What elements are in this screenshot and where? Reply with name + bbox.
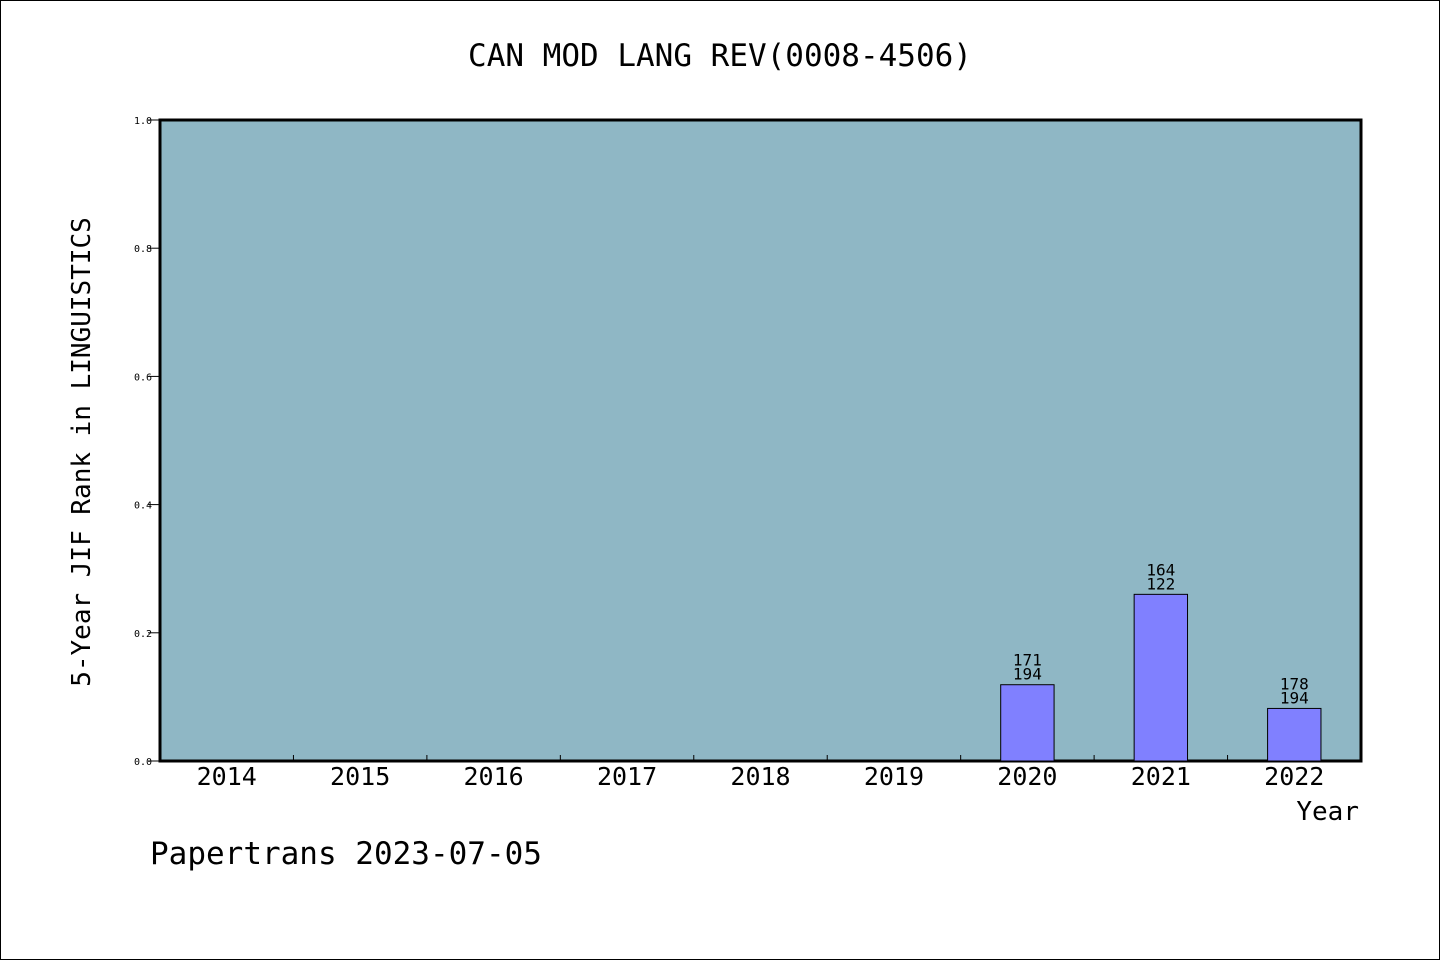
bar-label-rank: 164 bbox=[1146, 560, 1175, 579]
y-tick-label: 0.0 bbox=[134, 757, 152, 768]
bar-2022 bbox=[1267, 707, 1322, 762]
bar-label-total: 194 bbox=[1013, 665, 1042, 684]
bar-2020 bbox=[1000, 684, 1055, 762]
y-tick-label: 0.8 bbox=[134, 244, 152, 255]
y-tick-label: 0.4 bbox=[134, 501, 152, 512]
chart-title: CAN MOD LANG REV(0008-4506) bbox=[468, 38, 972, 74]
y-axis-label: 5-Year JIF Rank in LINGUISTICS bbox=[67, 217, 97, 687]
bar-2021 bbox=[1133, 593, 1189, 762]
x-tick-label: 2017 bbox=[597, 762, 657, 791]
x-tick-label: 2014 bbox=[197, 762, 257, 791]
bar-label-rank: 178 bbox=[1280, 674, 1309, 693]
bar-label-total: 194 bbox=[1280, 688, 1309, 707]
y-tick-label: 1.0 bbox=[134, 116, 152, 127]
x-axis-label: Year bbox=[1296, 797, 1359, 827]
x-axis: 2014 2015 2016 2017 2018 2019 2020 2021 2022 bbox=[197, 755, 1324, 791]
y-tick-label: 0.2 bbox=[134, 629, 152, 640]
bar-label-total: 122 bbox=[1146, 574, 1175, 593]
x-tick-label: 2016 bbox=[464, 762, 524, 791]
x-tick-label: 2018 bbox=[730, 762, 790, 791]
x-tick-label: 2021 bbox=[1131, 762, 1191, 791]
footer-credit: Papertrans 2023-07-05 bbox=[150, 836, 542, 872]
y-tick-label: 0.6 bbox=[134, 372, 152, 383]
y-axis: 0.0 0.2 0.4 0.6 0.8 1.0 bbox=[134, 116, 160, 768]
x-tick-label: 2015 bbox=[330, 762, 390, 791]
x-tick-label: 2019 bbox=[864, 762, 924, 791]
bar-label-rank: 171 bbox=[1013, 651, 1042, 670]
x-tick-label: 2020 bbox=[997, 762, 1057, 791]
x-tick-label: 2022 bbox=[1264, 762, 1324, 791]
